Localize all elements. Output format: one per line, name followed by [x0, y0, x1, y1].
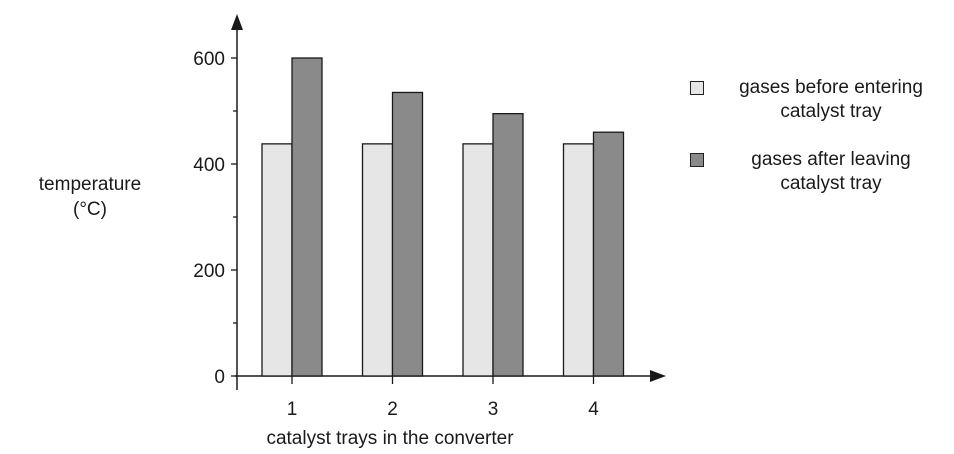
y-tick-label: 600 [193, 49, 225, 70]
bar-after [492, 113, 524, 377]
legend-item-after: gases after leaving catalyst tray [690, 148, 954, 196]
y-tick-label: 0 [214, 367, 225, 388]
bar-before [562, 143, 595, 377]
y-axis-title: temperature (°C) [0, 172, 180, 222]
legend-label-before-line2: catalyst tray [780, 101, 882, 122]
bar-after [592, 131, 625, 377]
bar-after [291, 57, 323, 377]
legend-label-after: gases after leaving catalyst tray [711, 148, 951, 196]
y-axis: 0 200 400 600 [193, 14, 243, 390]
y-axis-arrow-icon [231, 14, 243, 30]
legend-label-before-line1: gases before entering [739, 77, 923, 98]
bar-after [391, 91, 424, 377]
x-tick-label: 4 [588, 399, 599, 420]
legend-swatch-before [690, 81, 704, 95]
legend-swatch-after [690, 153, 704, 167]
bar-before [261, 143, 293, 377]
legend: gases before entering catalyst tray gase… [690, 76, 954, 220]
bar-before [462, 143, 494, 377]
x-tick-label: 2 [387, 399, 398, 420]
x-tick-label: 3 [488, 399, 499, 420]
y-axis-title-line2: (°C) [73, 199, 107, 220]
x-tick-label: 1 [287, 399, 298, 420]
y-axis-title-line1: temperature [38, 174, 142, 195]
legend-label-after-line1: gases after leaving [751, 149, 911, 170]
bar-before [361, 143, 394, 377]
bars [261, 57, 625, 377]
y-tick-label: 200 [193, 261, 225, 282]
legend-label-after-line2: catalyst tray [780, 173, 882, 194]
y-tick-label: 400 [193, 155, 225, 176]
legend-item-before: gases before entering catalyst tray [690, 76, 954, 124]
x-axis-title: catalyst trays in the converter [266, 428, 514, 449]
legend-label-before: gases before entering catalyst tray [711, 76, 951, 124]
x-axis-arrow-icon [650, 370, 666, 382]
x-axis: 1 2 3 4 [235, 370, 666, 420]
